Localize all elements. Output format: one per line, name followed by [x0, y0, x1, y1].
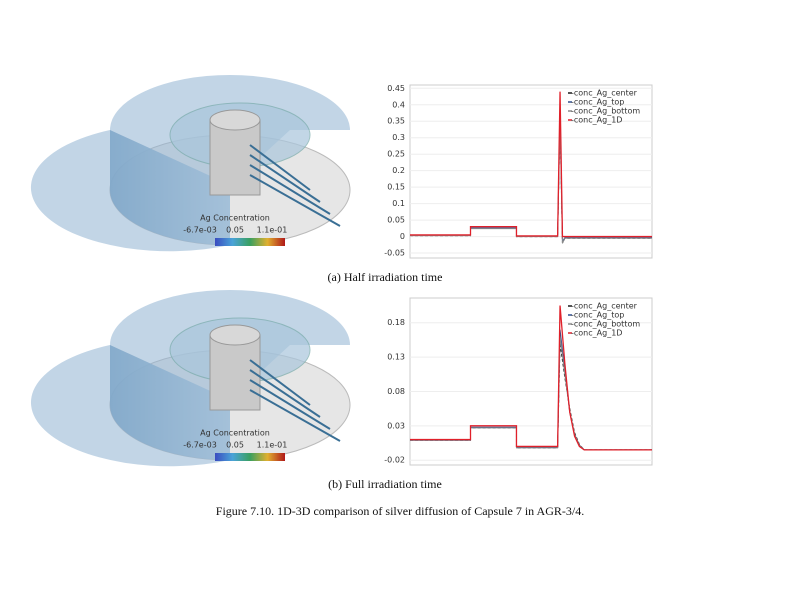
legend-label: -conc_Ag_1D: [571, 116, 622, 125]
probe: [249, 379, 331, 430]
y-tick-label: 0.3: [392, 133, 405, 142]
y-tick-label: 0: [400, 232, 405, 241]
y-tick-label: 0.1: [392, 199, 405, 208]
colorbar: [215, 453, 285, 461]
y-tick-label: 0.45: [387, 84, 405, 93]
legend-label: -conc_Ag_bottom: [571, 107, 640, 116]
legend-label: -conc_Ag_1D: [571, 329, 622, 338]
legend-label: -conc_Ag_bottom: [571, 320, 640, 329]
y-tick-label: 0.35: [387, 117, 405, 126]
probe: [249, 144, 311, 191]
colorbar-label: 1.1e-01: [257, 441, 288, 450]
subcaption: (b) Full irradiation time: [328, 477, 442, 491]
probe: [249, 359, 311, 406]
colorbar-label: -6.7e-03: [183, 441, 217, 450]
probe: [249, 164, 331, 215]
legend-label: -conc_Ag_top: [571, 98, 624, 107]
y-tick-label: 0.2: [392, 166, 405, 175]
y-tick-label: -0.02: [384, 456, 405, 465]
colorbar-title: Ag Concentration: [200, 429, 270, 438]
colorbar: [215, 238, 285, 246]
probe: [249, 369, 321, 418]
subcaption: (a) Half irradiation time: [328, 270, 443, 284]
legend-label: -conc_Ag_top: [571, 311, 624, 320]
colorbar-label: 0.05: [226, 441, 244, 450]
y-tick-label: 0.15: [387, 183, 405, 192]
probe: [249, 174, 341, 227]
inner-cap: [209, 324, 261, 346]
plot-frame: [409, 297, 653, 466]
y-tick-label: 0.18: [387, 318, 405, 327]
colorbar-label: -6.7e-03: [183, 226, 217, 235]
probe: [249, 154, 321, 203]
inner-cap: [209, 109, 261, 131]
legend-label: -conc_Ag_center: [571, 89, 638, 98]
y-tick-label: 0.03: [387, 421, 405, 430]
y-tick-label: -0.05: [384, 249, 405, 258]
inner-cylinder: [209, 119, 261, 196]
series-line: [410, 305, 652, 451]
probe: [249, 389, 341, 442]
y-tick-label: 0.08: [387, 387, 405, 396]
render-3d: Ag Concentration -6.7e-03 0.05 1.1e-01: [30, 290, 351, 467]
y-tick-label: 0.13: [387, 353, 405, 362]
colorbar-label: 0.05: [226, 226, 244, 235]
render-3d: Ag Concentration -6.7e-03 0.05 1.1e-01: [30, 75, 351, 252]
colorbar-title: Ag Concentration: [200, 214, 270, 223]
y-tick-label: 0.4: [392, 100, 405, 109]
colorbar-label: 1.1e-01: [257, 226, 288, 235]
y-tick-label: 0.25: [387, 150, 405, 159]
legend-label: -conc_Ag_center: [571, 302, 638, 311]
y-tick-label: 0.05: [387, 216, 405, 225]
figure-caption: Figure 7.10. 1D-3D comparison of silver …: [216, 504, 584, 518]
series-line: [410, 91, 652, 238]
plot-frame: [409, 84, 653, 259]
